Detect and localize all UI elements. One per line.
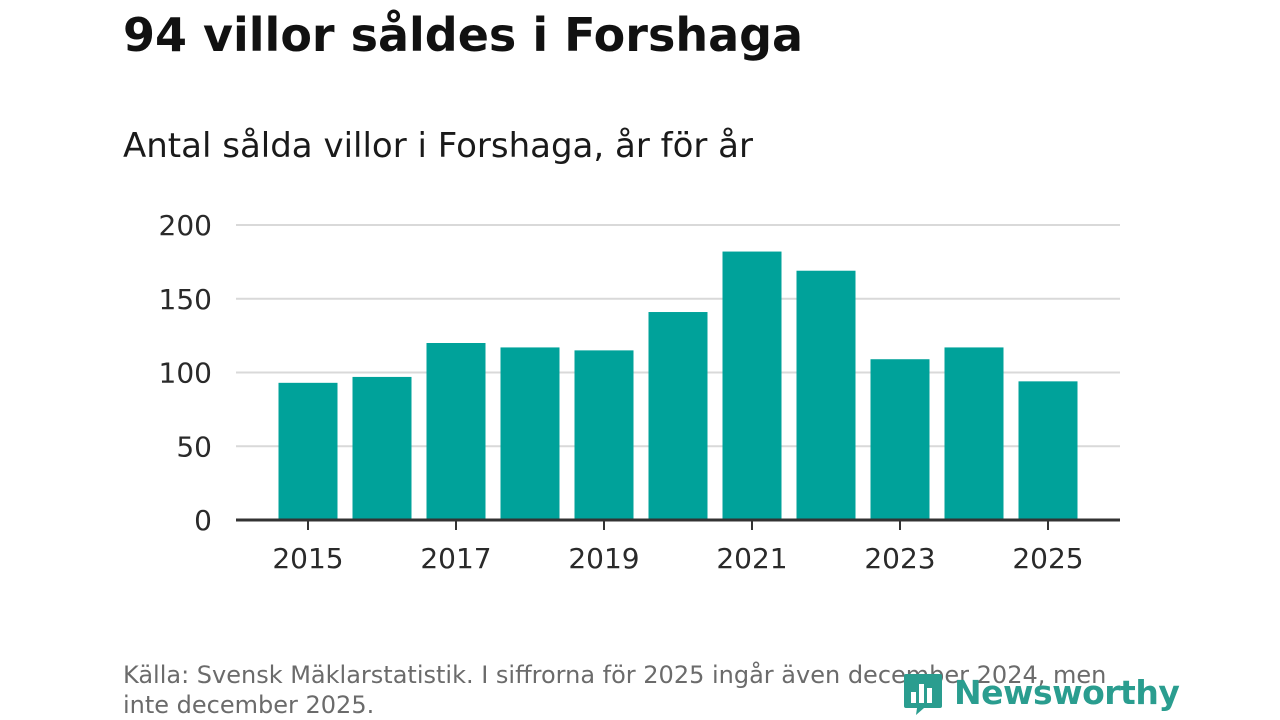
newsworthy-logo[interactable]: Newsworthy: [902, 668, 1180, 716]
x-tick-label: 2021: [716, 542, 787, 575]
bar-2020: [648, 312, 708, 520]
bar-2016: [352, 376, 412, 520]
x-tick-label: 2017: [420, 542, 491, 575]
x-tick-label: 2019: [568, 542, 639, 575]
bar-2025: [1018, 381, 1078, 520]
source-note: Källa: Svensk Mäklarstatistik. I siffror…: [123, 661, 1107, 719]
bar-chart: 0 50 100 150 200 2015 2017 2019 2021 2023 2025: [159, 209, 1120, 575]
y-tick-label: 200: [159, 209, 212, 242]
chart-title: 94 villor såldes i Forshaga: [123, 8, 804, 62]
y-tick-label: 50: [176, 430, 212, 463]
y-tick-label: 150: [159, 283, 212, 316]
x-tick-label: 2023: [864, 542, 935, 575]
bar-2023: [870, 359, 930, 520]
x-tick-label: 2015: [272, 542, 343, 575]
bar-2021: [722, 251, 782, 521]
bar-chart-logo-icon: [904, 674, 942, 715]
y-tick-label: 0: [194, 504, 212, 537]
bars: [278, 251, 1078, 521]
x-tick-label: 2025: [1012, 542, 1083, 575]
bar-2022: [796, 270, 856, 520]
bar-2024: [944, 347, 1004, 520]
bar-2018: [500, 347, 560, 520]
chart-subtitle: Antal sålda villor i Forshaga, år för år: [123, 126, 753, 166]
y-axis-ticks: 0 50 100 150 200: [159, 209, 212, 537]
y-tick-label: 100: [159, 357, 212, 390]
bar-2019: [574, 350, 634, 520]
x-axis: 2015 2017 2019 2021 2023 2025: [236, 518, 1120, 575]
bar-2015: [278, 382, 338, 520]
brand-name: Newsworthy: [954, 672, 1180, 712]
bar-2017: [426, 343, 486, 520]
